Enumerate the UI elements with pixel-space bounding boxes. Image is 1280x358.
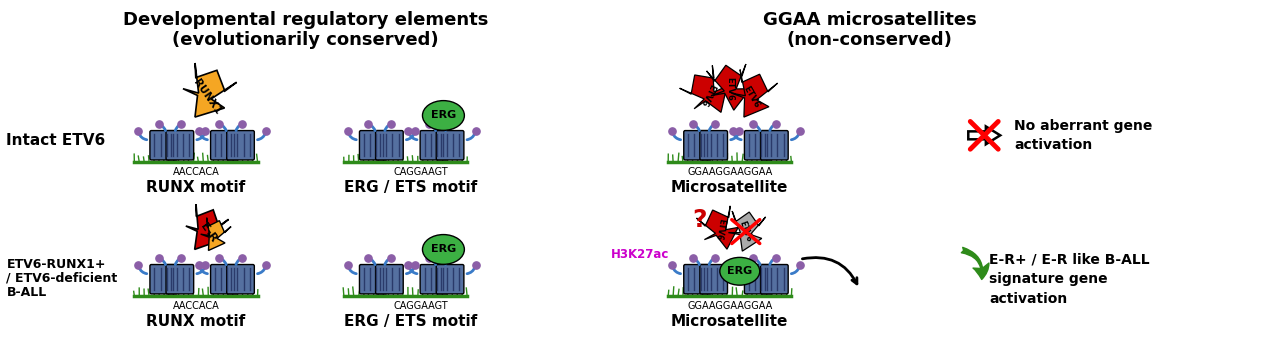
Text: Microsatellite: Microsatellite [671,314,788,329]
Text: ETV6: ETV6 [699,82,717,107]
Text: No aberrant gene
activation: No aberrant gene activation [1014,118,1152,152]
Text: ERG: ERG [431,111,456,121]
Text: GGAAGGAAGGAA: GGAAGGAAGGAA [687,167,772,177]
FancyBboxPatch shape [420,265,448,294]
FancyBboxPatch shape [700,265,727,294]
FancyBboxPatch shape [684,131,712,160]
FancyBboxPatch shape [166,265,193,294]
Polygon shape [707,64,750,110]
Polygon shape [968,126,1000,144]
Text: (evolutionarily conserved): (evolutionarily conserved) [173,31,439,49]
Ellipse shape [422,234,465,264]
Polygon shape [680,66,727,112]
Text: CAGGAAGT: CAGGAAGT [393,301,448,311]
FancyBboxPatch shape [375,265,403,294]
Text: ?: ? [692,208,707,232]
Text: CAGGAAGT: CAGGAAGT [393,167,448,177]
FancyBboxPatch shape [150,265,178,294]
FancyArrowPatch shape [961,247,989,280]
FancyBboxPatch shape [211,131,238,160]
Text: E-R+ / E-R like B-ALL
signature gene
activation: E-R+ / E-R like B-ALL signature gene act… [989,253,1149,306]
Text: ERG: ERG [727,266,753,276]
Text: H3K27ac: H3K27ac [611,248,669,261]
Text: ETV6: ETV6 [713,218,726,241]
FancyBboxPatch shape [760,265,788,294]
Text: RUNX motif: RUNX motif [146,180,246,195]
FancyBboxPatch shape [684,265,712,294]
FancyBboxPatch shape [436,265,463,294]
FancyBboxPatch shape [360,265,387,294]
Text: Developmental regulatory elements: Developmental regulatory elements [123,11,489,29]
Text: AACCACA: AACCACA [173,167,219,177]
Text: RUNX motif: RUNX motif [146,314,246,329]
Ellipse shape [719,257,760,285]
Text: Intact ETV6: Intact ETV6 [6,133,106,148]
Polygon shape [183,63,237,117]
FancyBboxPatch shape [420,131,448,160]
Polygon shape [201,218,230,251]
Text: ERG / ETS motif: ERG / ETS motif [344,180,477,195]
FancyBboxPatch shape [745,131,772,160]
FancyBboxPatch shape [227,265,255,294]
Text: ERG / ETS motif: ERG / ETS motif [344,314,477,329]
Text: GGAAGGAAGGAA: GGAAGGAAGGAA [687,301,772,311]
Text: / ETV6-deficient: / ETV6-deficient [6,272,118,285]
FancyBboxPatch shape [227,131,255,160]
Text: GGAA microsatellites: GGAA microsatellites [763,11,977,29]
FancyBboxPatch shape [166,131,193,160]
FancyBboxPatch shape [211,265,238,294]
Polygon shape [696,206,739,249]
Text: ETV6: ETV6 [726,77,735,101]
FancyBboxPatch shape [436,131,463,160]
Text: RUNX1: RUNX1 [191,77,223,116]
Text: ETV6: ETV6 [737,220,754,243]
Text: ERG: ERG [431,245,456,255]
Polygon shape [186,204,229,250]
Text: AACCACA: AACCACA [173,301,219,311]
Text: ETV6-RUNX1+: ETV6-RUNX1+ [6,258,106,271]
FancyBboxPatch shape [360,131,387,160]
FancyBboxPatch shape [375,131,403,160]
Text: Microsatellite: Microsatellite [671,180,788,195]
FancyBboxPatch shape [700,131,727,160]
FancyBboxPatch shape [150,131,178,160]
Text: ETV6: ETV6 [742,84,762,109]
Polygon shape [728,211,765,251]
Polygon shape [731,69,777,117]
Ellipse shape [422,101,465,130]
Text: B-ALL: B-ALL [6,286,46,299]
FancyBboxPatch shape [760,131,788,160]
FancyBboxPatch shape [745,265,772,294]
Text: E-R: E-R [198,221,218,244]
Text: (non-conserved): (non-conserved) [787,31,952,49]
